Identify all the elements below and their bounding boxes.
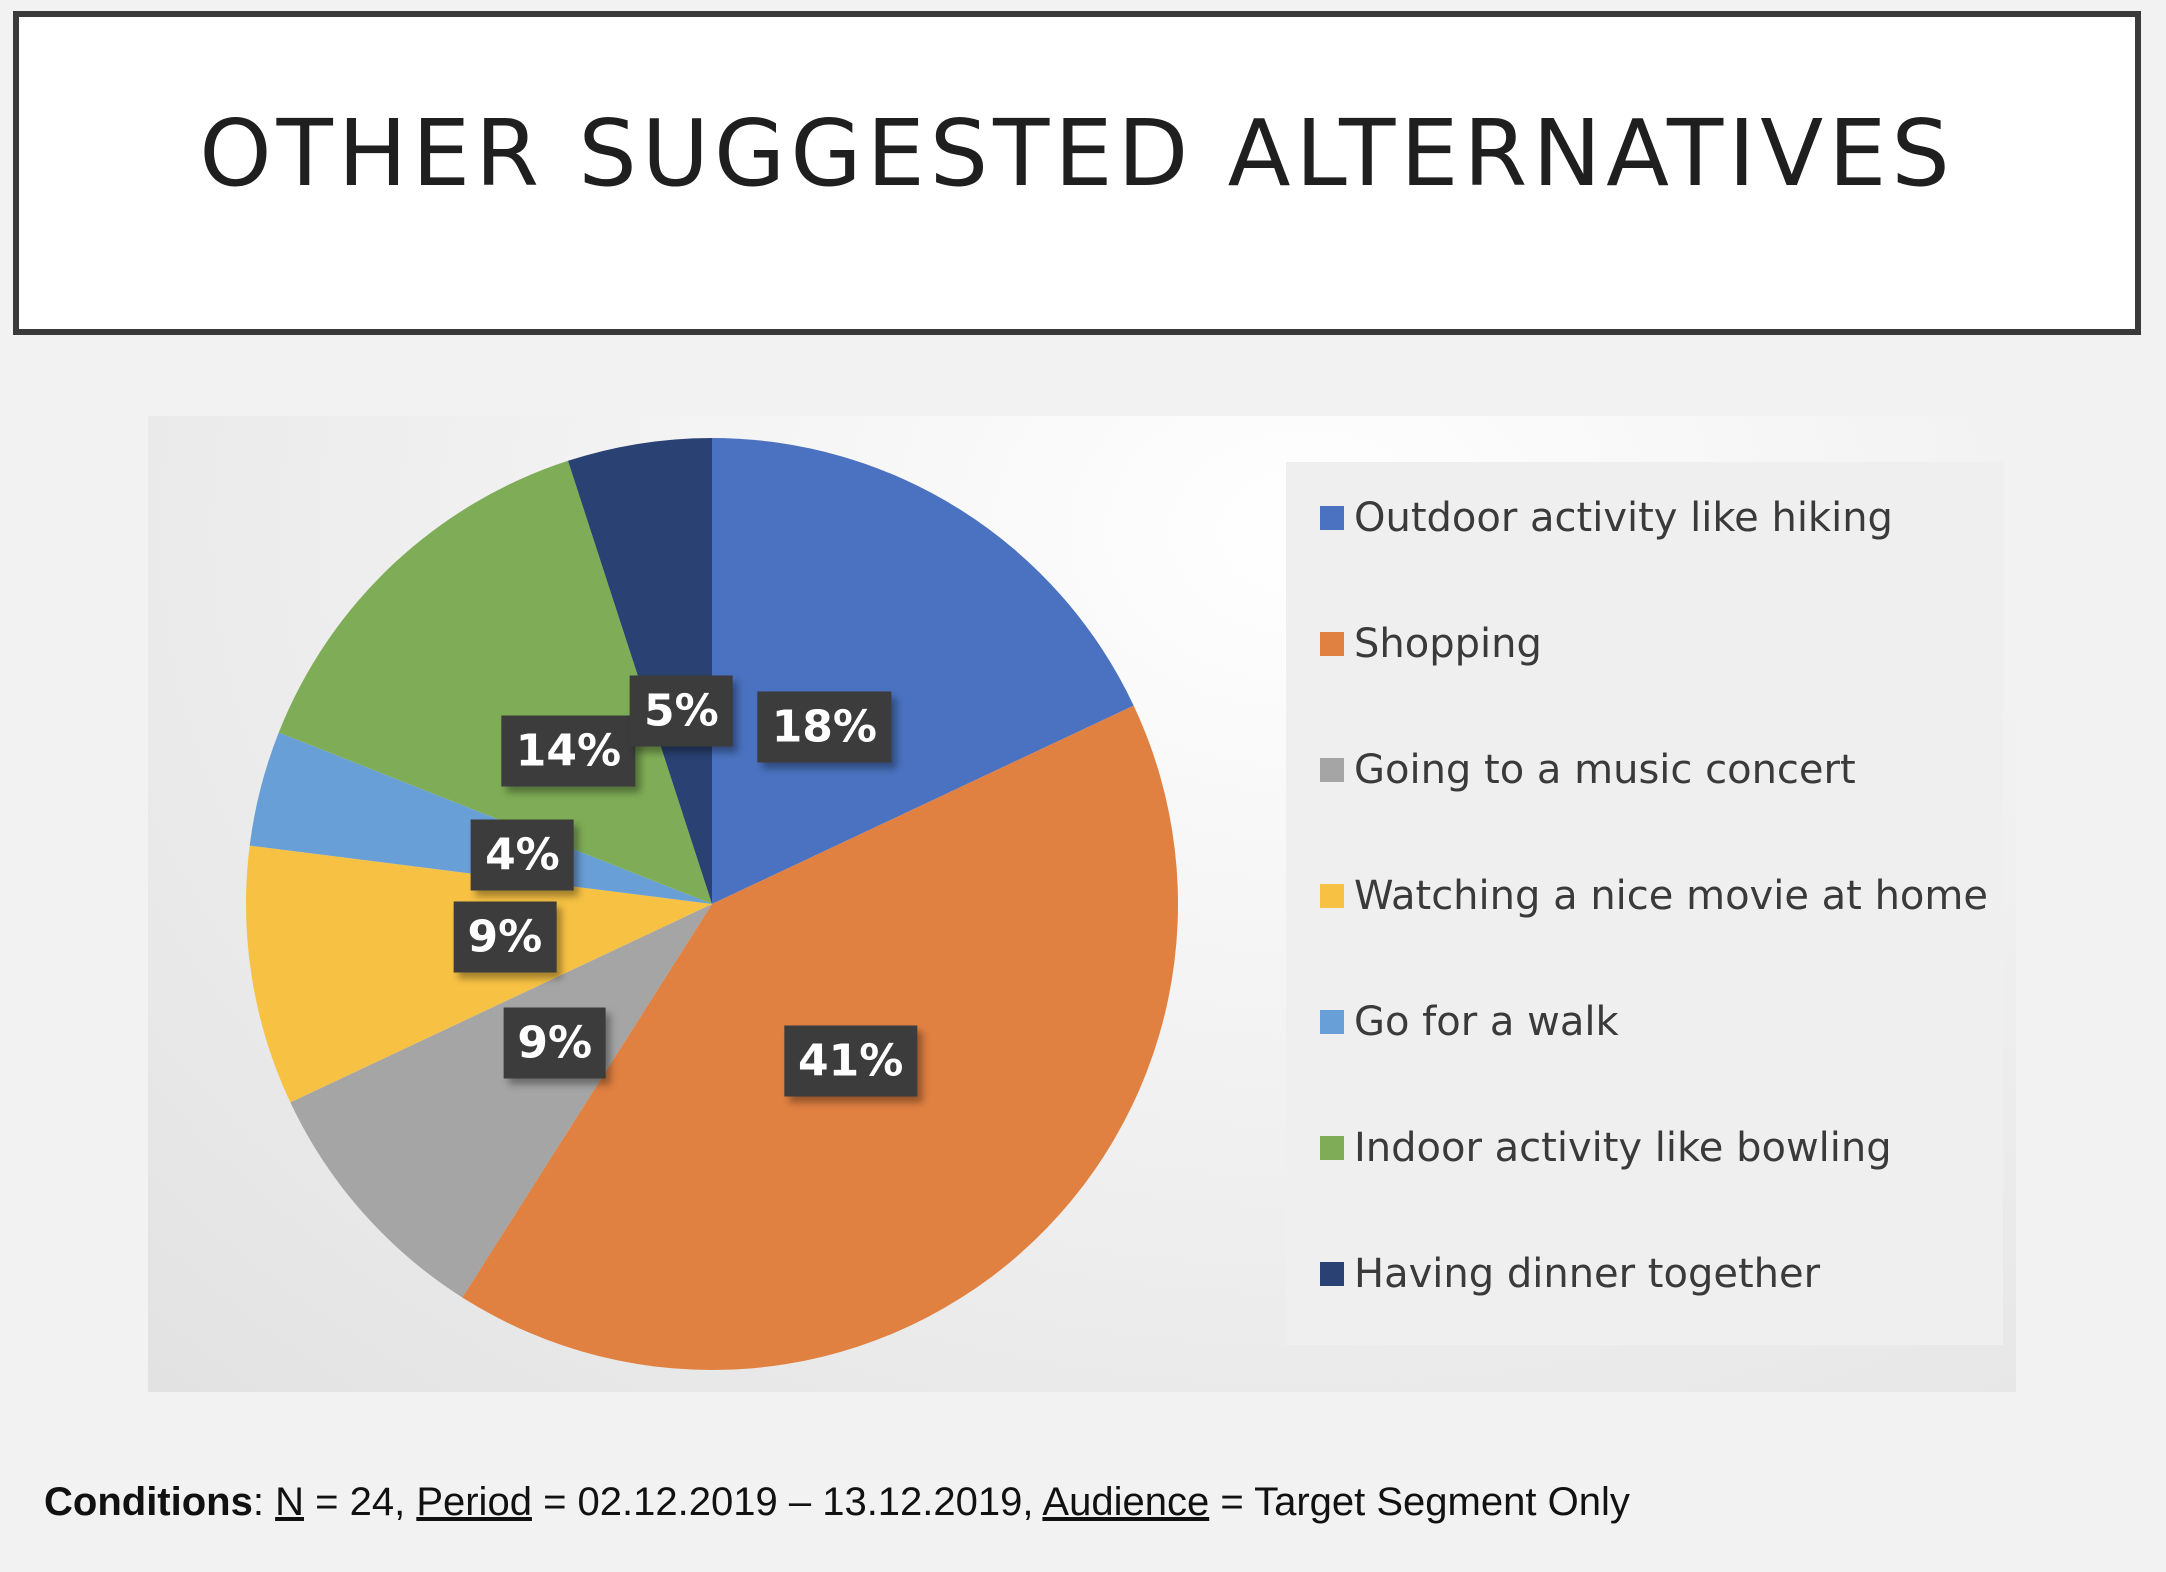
legend-label: Having dinner together [1354, 1251, 1821, 1297]
data-label-2: 9% [503, 1007, 607, 1079]
period-label: Period [416, 1480, 532, 1524]
pie-slice-0 [712, 438, 1134, 904]
period-value: = 02.12.2019 – 13.12.2019, [543, 1480, 1034, 1524]
pie-slice-6 [567, 438, 712, 904]
legend-swatch [1320, 1136, 1344, 1160]
legend-label: Going to a music concert [1354, 747, 1856, 793]
legend-swatch [1320, 884, 1344, 908]
legend-swatch [1320, 632, 1344, 656]
legend-label: Watching a nice movie at home [1354, 873, 1988, 919]
legend-swatch [1320, 506, 1344, 530]
n-label: N [275, 1480, 304, 1524]
data-label-0: 18% [757, 691, 892, 763]
pie-slice-3 [246, 845, 712, 1103]
legend-item: Watching a nice movie at home [1320, 866, 1988, 926]
title-box: OTHER SUGGESTED ALTERNATIVES [13, 11, 2141, 335]
legend: Outdoor activity like hiking Shopping Goin… [1286, 462, 2003, 1345]
legend-swatch [1320, 1262, 1344, 1286]
conditions-footer: Conditions: N = 24, Period = 02.12.2019 … [44, 1480, 1630, 1524]
n-value: = 24, [315, 1480, 406, 1524]
pie-slice-2 [290, 904, 712, 1298]
data-label-5: 14% [501, 715, 636, 787]
legend-label: Shopping [1354, 621, 1542, 667]
legend-item: Outdoor activity like hiking [1320, 488, 1893, 548]
legend-label: Outdoor activity like hiking [1354, 495, 1893, 541]
audience-label: Audience [1042, 1480, 1210, 1524]
pie-slice-4 [249, 732, 712, 904]
legend-item: Going to a music concert [1320, 740, 1856, 800]
legend-item: Shopping [1320, 614, 1542, 674]
data-label-3: 9% [453, 901, 557, 973]
legend-swatch [1320, 758, 1344, 782]
audience-value: = Target Segment Only [1220, 1480, 1630, 1524]
legend-item: Indoor activity like bowling [1320, 1118, 1892, 1178]
legend-label: Go for a walk [1354, 999, 1619, 1045]
chart-area: 18% 41% 9% 9% 4% 14% 5% Outdoor activity like … [148, 416, 2016, 1392]
legend-item: Go for a walk [1320, 992, 1619, 1052]
legend-item: Having dinner together [1320, 1244, 1820, 1304]
data-label-6: 5% [630, 675, 733, 747]
pie-slice-5 [278, 460, 712, 904]
conditions-label: Conditions [44, 1480, 253, 1524]
legend-label: Indoor activity like bowling [1354, 1125, 1892, 1171]
data-label-1: 41% [784, 1025, 918, 1097]
legend-swatch [1320, 1010, 1344, 1034]
data-label-4: 4% [471, 819, 574, 891]
page-title: OTHER SUGGESTED ALTERNATIVES [199, 99, 1955, 207]
